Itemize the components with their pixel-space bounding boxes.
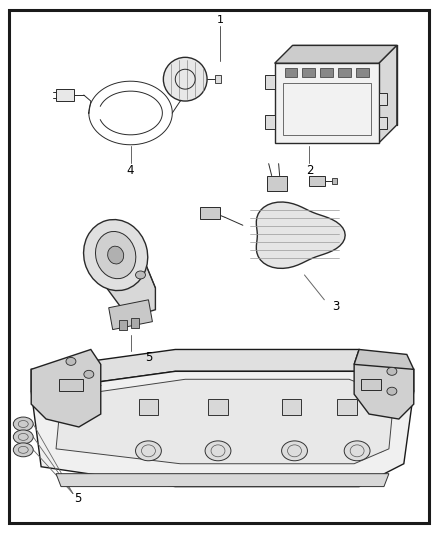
Ellipse shape	[66, 358, 76, 365]
Bar	[265, 115, 275, 129]
Ellipse shape	[13, 443, 33, 457]
Ellipse shape	[13, 430, 33, 444]
Text: 1: 1	[216, 14, 223, 25]
Bar	[282, 399, 301, 415]
Bar	[320, 68, 333, 77]
Polygon shape	[56, 474, 389, 487]
Bar	[379, 117, 387, 129]
Polygon shape	[267, 175, 286, 191]
Ellipse shape	[387, 367, 397, 375]
Ellipse shape	[13, 417, 33, 431]
Polygon shape	[109, 300, 152, 329]
Bar	[361, 379, 381, 390]
Bar	[338, 68, 351, 77]
Polygon shape	[275, 63, 379, 143]
Bar	[131, 318, 138, 328]
Polygon shape	[256, 202, 345, 269]
Polygon shape	[101, 232, 155, 318]
Bar	[208, 399, 228, 415]
Polygon shape	[354, 350, 414, 369]
Bar	[59, 379, 83, 391]
Bar	[303, 68, 315, 77]
Bar	[56, 89, 74, 101]
Bar	[332, 177, 337, 183]
Bar	[215, 75, 221, 83]
Ellipse shape	[135, 271, 145, 279]
Bar	[138, 399, 159, 415]
Bar	[285, 68, 297, 77]
Bar	[379, 93, 387, 105]
Ellipse shape	[344, 441, 370, 461]
Polygon shape	[354, 350, 414, 419]
Polygon shape	[31, 350, 414, 391]
Ellipse shape	[84, 370, 94, 378]
Polygon shape	[309, 175, 325, 185]
Text: 5: 5	[145, 351, 152, 364]
Bar	[119, 320, 127, 329]
Text: 3: 3	[332, 300, 340, 313]
Polygon shape	[31, 350, 101, 427]
Bar	[337, 399, 357, 415]
Polygon shape	[275, 45, 397, 63]
Polygon shape	[56, 379, 394, 464]
Ellipse shape	[163, 58, 207, 101]
Text: 2: 2	[306, 164, 313, 177]
Text: 4: 4	[127, 164, 134, 177]
Ellipse shape	[84, 220, 148, 290]
Polygon shape	[379, 45, 397, 143]
Ellipse shape	[95, 231, 136, 279]
Bar	[356, 68, 369, 77]
Polygon shape	[31, 372, 414, 487]
Bar	[265, 75, 275, 89]
Ellipse shape	[387, 387, 397, 395]
Text: 5: 5	[74, 492, 81, 505]
Ellipse shape	[282, 441, 307, 461]
Ellipse shape	[108, 246, 124, 264]
Ellipse shape	[135, 441, 161, 461]
Bar	[283, 83, 371, 135]
Ellipse shape	[205, 441, 231, 461]
Polygon shape	[200, 207, 220, 219]
